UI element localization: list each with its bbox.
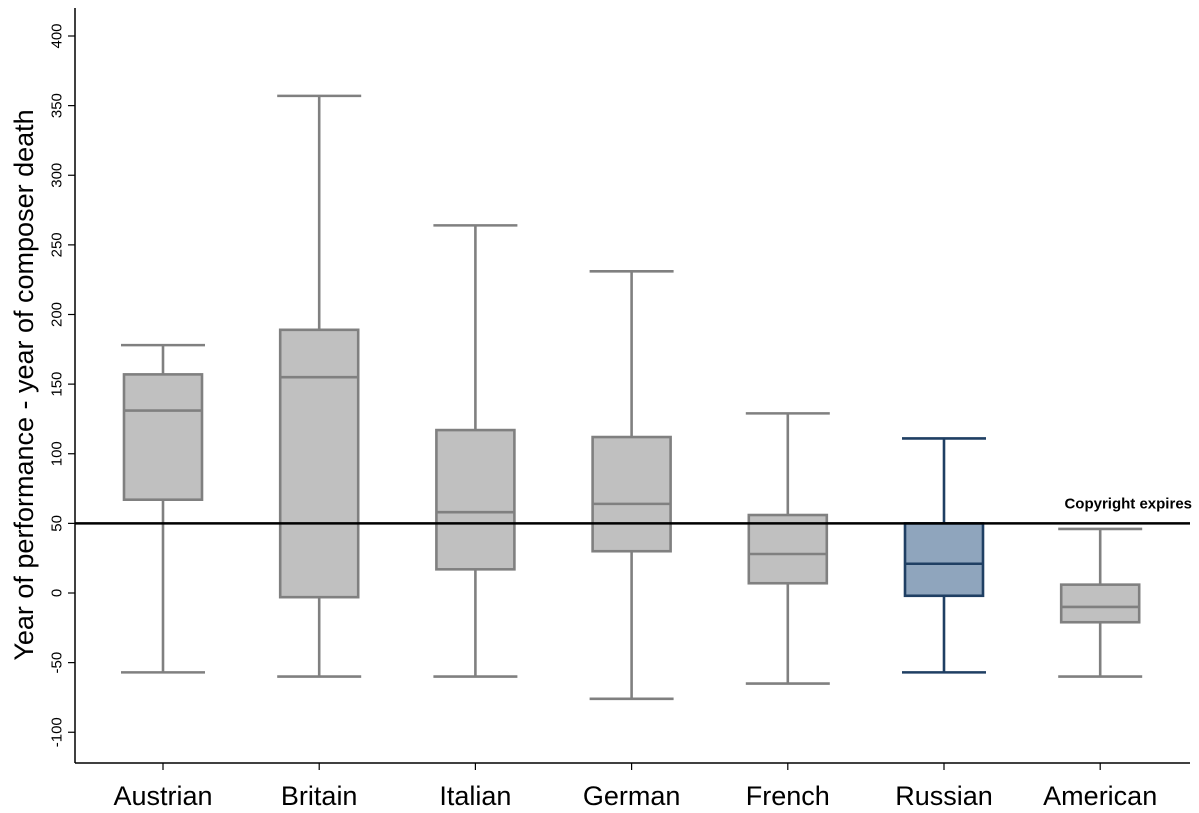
- x-category-label: American: [1043, 781, 1157, 811]
- y-tick-label: 0: [48, 589, 65, 597]
- y-tick-label: 400: [48, 23, 65, 48]
- y-axis-title: Year of performance - year of composer d…: [9, 109, 39, 660]
- iqr-box: [903, 522, 985, 598]
- box-french: [745, 412, 830, 685]
- iqr-box: [1059, 583, 1141, 624]
- box-russian: [902, 437, 986, 674]
- x-category-label: Italian: [439, 781, 511, 811]
- x-labels: Austrian Britain Italian German French Russia…: [113, 763, 1157, 811]
- box-britain: [277, 94, 362, 678]
- y-ticks: 400 350 300 250 200 150 100 50 0 -50 -100: [48, 23, 75, 747]
- copyright-reference-label: Copyright expires: [1064, 495, 1192, 512]
- x-category-label: Austrian: [113, 781, 212, 811]
- iqr-box: [278, 328, 360, 599]
- y-tick-label: 300: [48, 163, 65, 188]
- reference-line-group: Copyright expires: [75, 495, 1192, 525]
- x-category-label: French: [746, 781, 830, 811]
- iqr-box: [747, 513, 829, 585]
- y-tick-label: -50: [48, 652, 65, 674]
- iqr-box: [591, 435, 672, 553]
- box-german: [589, 270, 674, 701]
- x-category-label: German: [583, 781, 681, 811]
- x-category-label: Britain: [281, 781, 358, 811]
- iqr-box: [122, 373, 204, 502]
- y-tick-label: 350: [48, 93, 65, 118]
- box-american: [1058, 527, 1143, 678]
- y-tick-label: -100: [48, 717, 65, 747]
- box-italian: [433, 224, 518, 678]
- box-austrian: [121, 343, 205, 674]
- y-tick-label: 200: [48, 302, 65, 327]
- axes: [74, 8, 1190, 764]
- iqr-box: [435, 428, 516, 571]
- x-category-label: Russian: [895, 781, 993, 811]
- boxes: [121, 94, 1143, 701]
- y-tick-label: 150: [48, 372, 65, 397]
- y-tick-label: 100: [48, 441, 65, 466]
- y-tick-label: 50: [48, 515, 65, 532]
- y-tick-label: 250: [48, 232, 65, 257]
